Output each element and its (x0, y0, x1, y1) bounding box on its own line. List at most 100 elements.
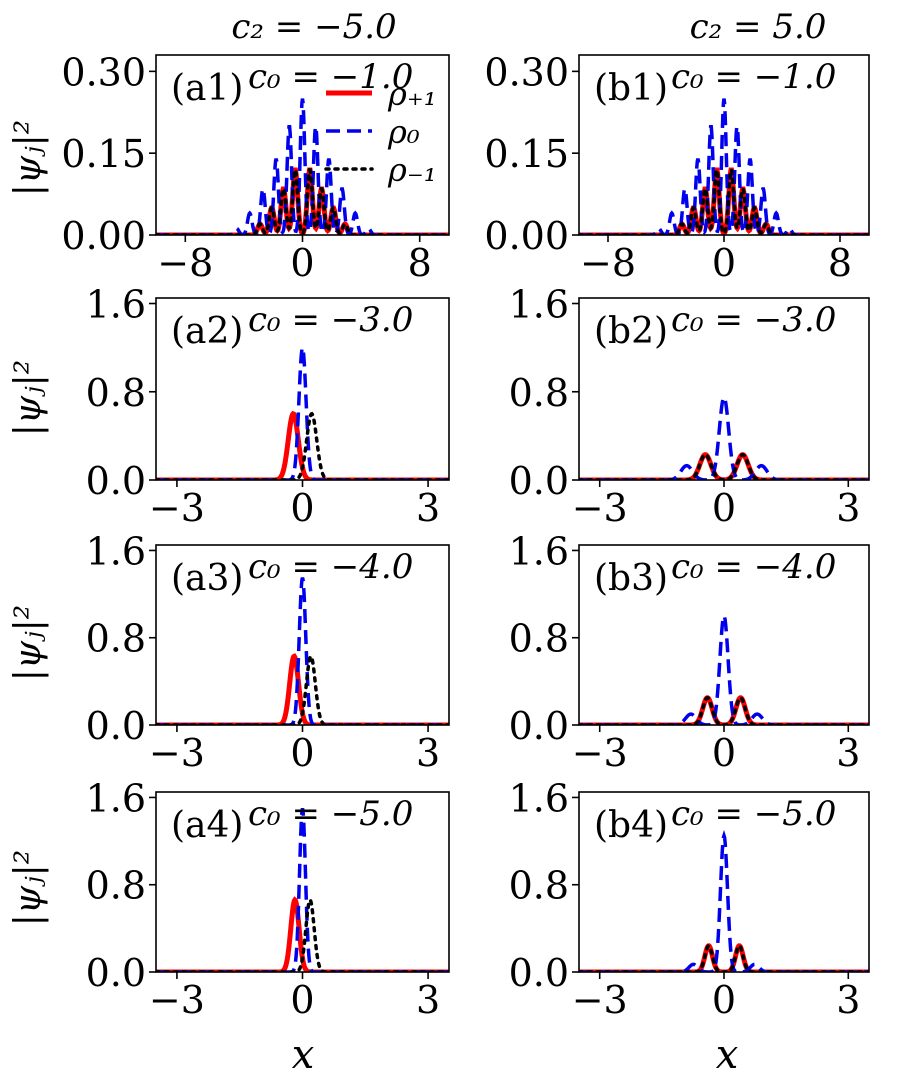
x-tick-label-a4-1: 0 (290, 978, 314, 1022)
curves-b1 (579, 98, 869, 235)
panel-b4: 0.0 0.8 1.6 −3 0 3 (b4) c₀ = −5.0 (509, 776, 870, 1022)
series-rho_plus1-b2 (579, 452, 869, 480)
series-rho_minus1-a1 (156, 168, 449, 235)
x-tick-label-b1-0: −8 (580, 241, 636, 285)
x-tick-label-a1-1: 0 (290, 241, 314, 285)
series-rho_minus1-a4 (156, 897, 449, 972)
panel-label-a3: (a3) (171, 558, 243, 599)
series-rho_minus1-b4 (579, 944, 869, 972)
series-rho_minus1-a3 (156, 654, 449, 725)
panel-label-b2: (b2) (594, 311, 668, 352)
y-tick-label-b1-1: 0.15 (484, 132, 569, 176)
curves-b3 (579, 612, 869, 725)
y-axis-label-row2: |ψⱼ|² (8, 360, 49, 436)
panel-title-b3: c₀ = −4.0 (671, 547, 836, 587)
y-tick-label-a3-2: 1.6 (86, 529, 146, 573)
x-tick-label-a2-2: 3 (416, 486, 440, 530)
y-axis-label-row4: |ψⱼ|² (8, 850, 49, 926)
panel-b1: 0.00 0.15 0.30 −8 0 8 (b1) c₀ = −1.0 (484, 50, 870, 285)
curves-a3 (156, 577, 449, 725)
y-tick-label-a4-1: 0.8 (86, 864, 146, 908)
y-tick-label-b3-2: 1.6 (509, 529, 569, 573)
y-tick-label-a3-0: 0.0 (86, 704, 146, 748)
y-tick-label-a2-2: 1.6 (86, 283, 146, 327)
panel-title-b4: c₀ = −5.0 (671, 794, 836, 834)
panel-b2: 0.0 0.8 1.6 −3 0 3 (b2) c₀ = −3.0 (509, 283, 870, 530)
y-tick-label-b4-2: 1.6 (509, 776, 569, 820)
y-tick-label-a4-0: 0.0 (86, 951, 146, 995)
y-tick-label-b3-1: 0.8 (509, 617, 569, 661)
x-tick-label-b1-1: 0 (712, 241, 736, 285)
x-tick-label-a2-0: −3 (149, 486, 205, 530)
panel-a4: 0.0 0.8 1.6 −3 0 3 (a4) c₀ = −5.0 (86, 776, 450, 1022)
x-tick-label-a4-0: −3 (149, 978, 205, 1022)
x-tick-label-a2-1: 0 (290, 486, 314, 530)
x-axis-label-right: x (716, 1032, 739, 1076)
y-tick-label-a1-0: 0.00 (61, 214, 146, 258)
y-tick-label-a1-2: 0.30 (61, 50, 146, 94)
column-title-right: c₂ = 5.0 (690, 7, 827, 47)
x-axis-label-left: x (292, 1032, 315, 1076)
y-tick-label-b3-0: 0.0 (509, 704, 569, 748)
column-title-left: c₂ = −5.0 (231, 7, 396, 47)
legend-label-rho_plus1: ρ₊₁ (387, 75, 437, 113)
x-tick-label-b2-0: −3 (572, 486, 628, 530)
series-rho_0-a4 (156, 808, 449, 972)
y-tick-label-a2-0: 0.0 (86, 459, 146, 503)
curves-a2 (156, 342, 449, 480)
panel-label-b1: (b1) (594, 68, 668, 109)
series-rho_0-b3 (579, 612, 869, 725)
panel-title-a2: c₀ = −3.0 (248, 300, 413, 340)
legend-label-rho_minus1: ρ₋₁ (387, 151, 437, 189)
panel-a3: 0.0 0.8 1.6 −3 0 3 (a3) c₀ = −4.0 (86, 529, 450, 775)
x-tick-label-b2-1: 0 (712, 486, 736, 530)
series-rho_0-a1 (156, 98, 449, 235)
y-tick-label-a1-1: 0.15 (61, 132, 146, 176)
panel-a2: 0.0 0.8 1.6 −3 0 3 (a2) c₀ = −3.0 (86, 283, 450, 530)
panel-b3: 0.0 0.8 1.6 −3 0 3 (b3) c₀ = −4.0 (509, 529, 870, 775)
y-tick-label-b2-2: 1.6 (509, 283, 569, 327)
series-rho_plus1-b3 (579, 695, 869, 725)
y-axis-label-row3: |ψⱼ|² (8, 605, 49, 681)
x-tick-label-a4-2: 3 (416, 978, 440, 1022)
panel-a1: 0.00 0.15 0.30 −8 0 8 (a1) c₀ = −1.0 (61, 50, 450, 285)
panels: 0.000.150.30−8 0 8(a1) c₀ = −1.00.000.150.3… (61, 50, 870, 1022)
y-axis-label-row1: |ψⱼ|² (8, 120, 49, 196)
legend-label-rho_0: ρ₀ (387, 113, 420, 151)
y-tick-label-b1-2: 0.30 (484, 50, 569, 94)
panel-title-a4: c₀ = −5.0 (248, 794, 413, 834)
y-tick-label-a2-1: 0.8 (86, 371, 146, 415)
x-tick-label-b4-2: 3 (836, 978, 860, 1022)
y-tick-label-a3-1: 0.8 (86, 617, 146, 661)
curves-b4 (579, 829, 869, 972)
y-tick-label-b2-0: 0.0 (509, 459, 569, 503)
panel-label-a2: (a2) (171, 311, 243, 352)
panel-label-b3: (b3) (594, 558, 668, 599)
panel-label-a4: (a4) (171, 805, 243, 846)
curves-a4 (156, 808, 449, 972)
y-tick-label-b4-0: 0.0 (509, 951, 569, 995)
x-tick-label-b3-0: −3 (572, 731, 628, 775)
y-tick-label-b4-1: 0.8 (509, 864, 569, 908)
panel-label-a1: (a1) (171, 68, 243, 109)
series-rho_0-b2 (579, 394, 869, 480)
x-tick-label-b4-0: −3 (572, 978, 628, 1022)
y-tick-label-b2-1: 0.8 (509, 371, 569, 415)
curves-a1 (156, 98, 449, 235)
x-tick-label-a3-1: 0 (290, 731, 314, 775)
panel-title-b2: c₀ = −3.0 (671, 300, 836, 340)
panel-title-a3: c₀ = −4.0 (248, 547, 413, 587)
x-tick-label-b3-2: 3 (836, 731, 860, 775)
series-rho_0-b1 (579, 98, 869, 235)
x-tick-label-b3-1: 0 (712, 731, 736, 775)
panel-label-b4: (b4) (594, 805, 668, 846)
panel-title-b1: c₀ = −1.0 (671, 57, 836, 97)
series-rho_0-b4 (579, 829, 869, 972)
series-rho_minus1-a2 (156, 411, 449, 480)
series-rho_minus1-b3 (579, 695, 869, 725)
x-tick-label-a3-0: −3 (149, 731, 205, 775)
x-tick-label-b4-1: 0 (712, 978, 736, 1022)
curves-b2 (579, 394, 869, 480)
